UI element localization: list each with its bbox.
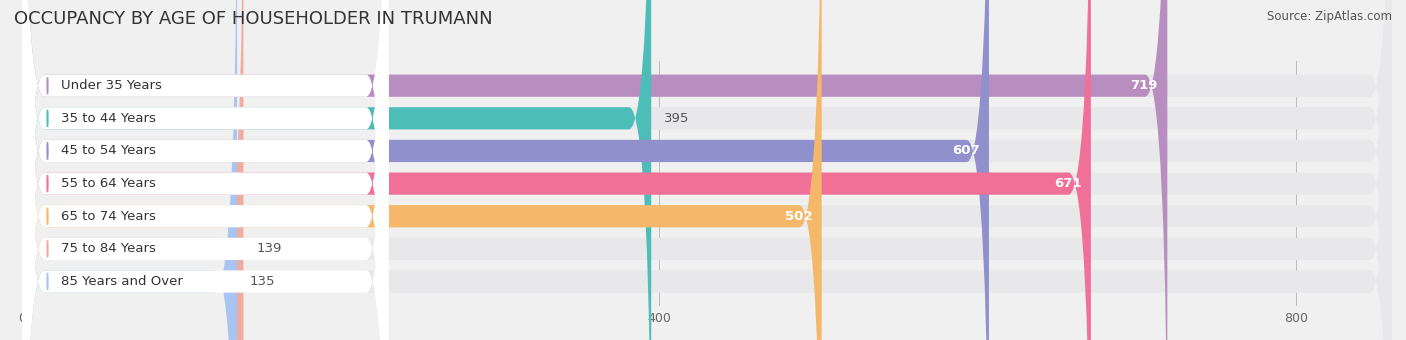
Text: 55 to 64 Years: 55 to 64 Years	[60, 177, 156, 190]
FancyBboxPatch shape	[22, 0, 388, 340]
Text: 45 to 54 Years: 45 to 54 Years	[60, 144, 156, 157]
Text: 719: 719	[1130, 79, 1157, 92]
FancyBboxPatch shape	[22, 0, 388, 340]
FancyBboxPatch shape	[22, 0, 1392, 340]
Text: 35 to 44 Years: 35 to 44 Years	[60, 112, 156, 125]
Text: 75 to 84 Years: 75 to 84 Years	[60, 242, 156, 255]
FancyBboxPatch shape	[22, 0, 388, 340]
FancyBboxPatch shape	[22, 0, 1392, 340]
FancyBboxPatch shape	[22, 0, 1392, 340]
FancyBboxPatch shape	[22, 0, 238, 340]
FancyBboxPatch shape	[22, 0, 821, 340]
Text: 85 Years and Over: 85 Years and Over	[60, 275, 183, 288]
Text: 671: 671	[1054, 177, 1081, 190]
FancyBboxPatch shape	[22, 0, 1392, 340]
Text: 65 to 74 Years: 65 to 74 Years	[60, 210, 156, 223]
FancyBboxPatch shape	[22, 0, 1392, 340]
FancyBboxPatch shape	[22, 0, 243, 340]
FancyBboxPatch shape	[22, 0, 388, 340]
Text: 139: 139	[256, 242, 281, 255]
Text: 395: 395	[664, 112, 689, 125]
FancyBboxPatch shape	[22, 0, 1091, 340]
FancyBboxPatch shape	[22, 0, 1167, 340]
Text: Under 35 Years: Under 35 Years	[60, 79, 162, 92]
FancyBboxPatch shape	[22, 0, 1392, 340]
Text: 607: 607	[952, 144, 980, 157]
FancyBboxPatch shape	[22, 0, 651, 340]
FancyBboxPatch shape	[22, 0, 388, 340]
Text: Source: ZipAtlas.com: Source: ZipAtlas.com	[1267, 10, 1392, 23]
Text: 502: 502	[785, 210, 813, 223]
FancyBboxPatch shape	[22, 0, 388, 340]
FancyBboxPatch shape	[22, 0, 1392, 340]
Text: 135: 135	[250, 275, 276, 288]
FancyBboxPatch shape	[22, 0, 388, 340]
FancyBboxPatch shape	[22, 0, 988, 340]
Text: OCCUPANCY BY AGE OF HOUSEHOLDER IN TRUMANN: OCCUPANCY BY AGE OF HOUSEHOLDER IN TRUMA…	[14, 10, 492, 28]
